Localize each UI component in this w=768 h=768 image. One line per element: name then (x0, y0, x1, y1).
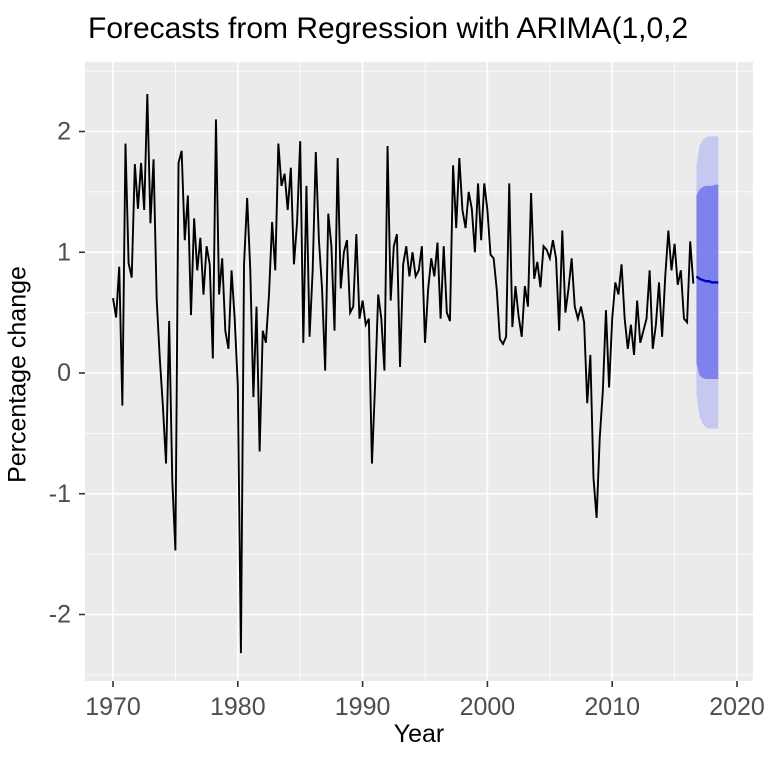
y-tick-label: 1 (57, 238, 71, 266)
x-tick-label: 2020 (709, 693, 765, 721)
observed-series-line (112, 94, 695, 654)
x-tick-label: 1990 (335, 693, 391, 721)
y-tick-label: -2 (49, 601, 71, 629)
x-tick-label: 1970 (85, 693, 141, 721)
y-tick-label: -1 (49, 480, 71, 508)
y-axis-title: Percentage change (3, 266, 32, 483)
x-tick-label: 2010 (584, 693, 640, 721)
x-axis-title: Year (393, 720, 445, 748)
plot-panel (85, 62, 753, 681)
x-tick-label: 2000 (460, 693, 516, 721)
y-tick-label: 0 (57, 359, 71, 387)
y-tick-label: 2 (57, 118, 71, 146)
x-tick-label: 1980 (210, 693, 266, 721)
plot-title: Forecasts from Regression with ARIMA(1,0… (88, 12, 689, 45)
forecast-mean-line (695, 275, 719, 284)
